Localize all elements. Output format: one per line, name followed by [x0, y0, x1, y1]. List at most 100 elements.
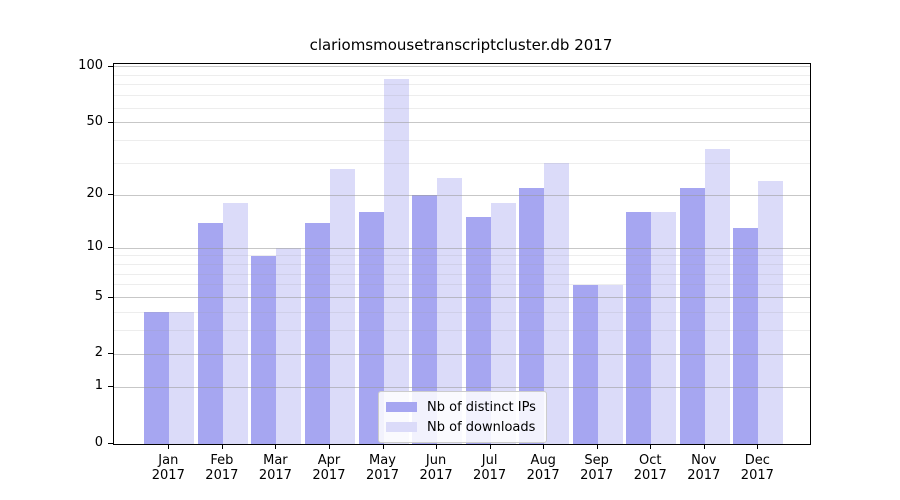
- x-label-year: 2017: [740, 468, 774, 483]
- x-label-month: Apr: [317, 453, 341, 468]
- y-tick-label-0: 0: [94, 435, 103, 450]
- gridline-y-20: [114, 194, 810, 196]
- bar-ips-feb: [197, 222, 223, 444]
- x-label-month: Oct: [639, 453, 662, 468]
- bar-downloads-dec: [758, 180, 784, 444]
- x-label-month: Mar: [263, 453, 288, 468]
- y-tick-2: [108, 353, 113, 355]
- x-label-month: Sep: [584, 453, 609, 468]
- gridline-y-90: [114, 74, 810, 76]
- gridline-y-70: [114, 95, 810, 97]
- x-label-month: Jan: [158, 453, 179, 468]
- bar-ips-oct: [626, 212, 652, 444]
- bar-downloads-sep: [597, 284, 623, 444]
- y-tick-0: [108, 443, 113, 444]
- x-tick-label-jun: Jun 2017: [408, 453, 464, 483]
- y-tick-label-2: 2: [94, 345, 103, 361]
- y-tick-5: [108, 296, 113, 298]
- x-label-month: Jul: [481, 453, 498, 468]
- bar-downloads-apr: [329, 168, 355, 444]
- bar-ips-nov: [679, 187, 705, 444]
- legend-row-distinct-ips: Nb of distinct IPs: [379, 397, 546, 417]
- gridline-y-60: [114, 107, 810, 109]
- gridline-y-3: [114, 330, 810, 332]
- x-label-year: 2017: [365, 468, 400, 483]
- x-label-year: 2017: [151, 468, 185, 483]
- bar-downloads-oct: [651, 212, 677, 444]
- x-label-year: 2017: [687, 468, 721, 483]
- x-tick-label-sep: Sep 2017: [569, 453, 625, 483]
- x-label-year: 2017: [580, 468, 614, 483]
- gridline-y-4: [114, 311, 810, 313]
- x-label-month: Dec: [744, 453, 770, 468]
- gridline-y-5: [114, 297, 810, 299]
- bar-downloads-nov: [704, 148, 730, 444]
- legend-label-downloads: Nb of downloads: [427, 419, 536, 435]
- x-tick-nov: [703, 444, 705, 449]
- legend: Nb of distinct IPs Nb of downloads: [378, 391, 547, 443]
- bar-downloads-may: [383, 78, 409, 444]
- x-label-month: Nov: [691, 453, 717, 468]
- x-tick-dec: [757, 444, 759, 449]
- x-tick-label-nov: Nov 2017: [676, 453, 732, 483]
- x-label-year: 2017: [419, 468, 453, 483]
- x-tick-label-dec: Dec 2017: [729, 453, 785, 483]
- gridline-y-7: [114, 273, 810, 275]
- x-tick-label-may: May 2017: [355, 453, 411, 483]
- x-label-month: Jun: [425, 453, 447, 468]
- gridline-y-30: [114, 162, 810, 164]
- x-label-year: 2017: [312, 468, 346, 483]
- y-tick-label-10: 10: [86, 239, 103, 254]
- y-tick-label-20: 20: [86, 186, 103, 202]
- y-tick-label-100: 100: [78, 57, 103, 73]
- x-label-year: 2017: [473, 468, 507, 483]
- gridline-y-50: [114, 122, 810, 124]
- bar-downloads-feb: [222, 203, 248, 444]
- gridline-y-80: [114, 84, 810, 86]
- x-tick-label-feb: Feb 2017: [194, 453, 250, 483]
- legend-swatch-distinct-ips: [386, 402, 417, 412]
- legend-swatch-downloads: [386, 422, 417, 432]
- bar-ips-apr: [304, 222, 330, 444]
- x-tick-jun: [436, 444, 438, 449]
- y-tick-1: [108, 386, 113, 388]
- x-tick-label-apr: Apr 2017: [301, 453, 357, 483]
- gridline-y-1: [114, 386, 810, 388]
- y-tick-100: [108, 65, 113, 67]
- gridline-y-10: [114, 247, 810, 249]
- x-tick-jul: [489, 444, 491, 449]
- x-label-month: Aug: [530, 453, 556, 468]
- y-tick-50: [108, 121, 113, 123]
- x-tick-label-mar: Mar 2017: [247, 453, 303, 483]
- gridline-y-40: [114, 139, 810, 141]
- x-label-year: 2017: [205, 468, 239, 483]
- gridline-y-8: [114, 263, 810, 265]
- y-tick-label-5: 5: [94, 288, 103, 304]
- y-tick-label-50: 50: [86, 113, 103, 129]
- gridline-y-2: [114, 353, 810, 355]
- bar-ips-sep: [572, 284, 598, 444]
- chart-title: clariomsmousetranscriptcluster.db 2017: [309, 36, 613, 54]
- x-tick-apr: [328, 444, 330, 449]
- y-tick-label-1: 1: [94, 378, 103, 394]
- bar-ips-mar: [251, 255, 277, 444]
- x-tick-mar: [275, 444, 277, 449]
- x-label-year: 2017: [633, 468, 667, 483]
- x-label-year: 2017: [526, 468, 560, 483]
- x-label-month: May: [369, 453, 396, 468]
- bar-downloads-aug: [544, 163, 570, 444]
- x-tick-feb: [221, 444, 223, 449]
- x-label-year: 2017: [258, 468, 292, 483]
- x-tick-label-aug: Aug 2017: [515, 453, 571, 483]
- gridline-y-100: [114, 66, 810, 68]
- x-label-month: Feb: [210, 453, 234, 468]
- y-tick-20: [108, 194, 113, 196]
- bar-downloads-mar: [276, 248, 302, 444]
- gridline-y-9: [114, 255, 810, 257]
- x-tick-aug: [543, 444, 545, 449]
- y-tick-10: [108, 247, 113, 248]
- legend-label-distinct-ips: Nb of distinct IPs: [427, 399, 536, 415]
- gridline-y-6: [114, 284, 810, 286]
- bar-ips-jan: [144, 312, 170, 444]
